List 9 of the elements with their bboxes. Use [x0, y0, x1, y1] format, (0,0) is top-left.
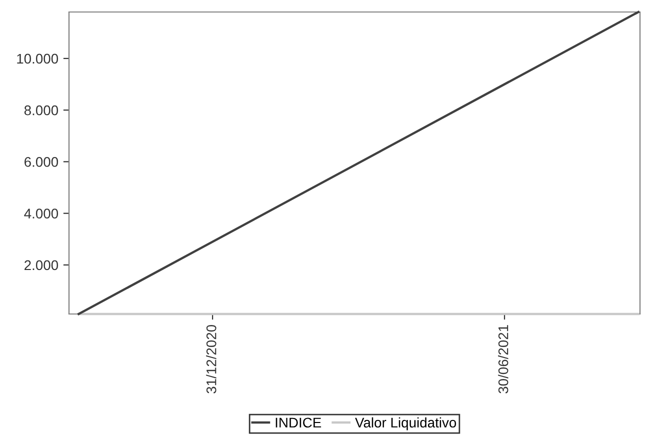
y-tick-label: 6.000: [24, 157, 58, 167]
y-tick-label: 10.000: [17, 54, 58, 64]
x-tick-label: 30/06/2021: [498, 325, 508, 394]
y-tick-label: 2.000: [24, 260, 58, 270]
x-tick-label: 31/12/2020: [206, 324, 216, 394]
legend-label: INDICE: [276, 418, 322, 428]
y-tick-label: 8.000: [24, 105, 58, 116]
legend-label: Valor Liquidativo: [355, 417, 456, 430]
y-tick-label: 4.000: [24, 208, 58, 219]
